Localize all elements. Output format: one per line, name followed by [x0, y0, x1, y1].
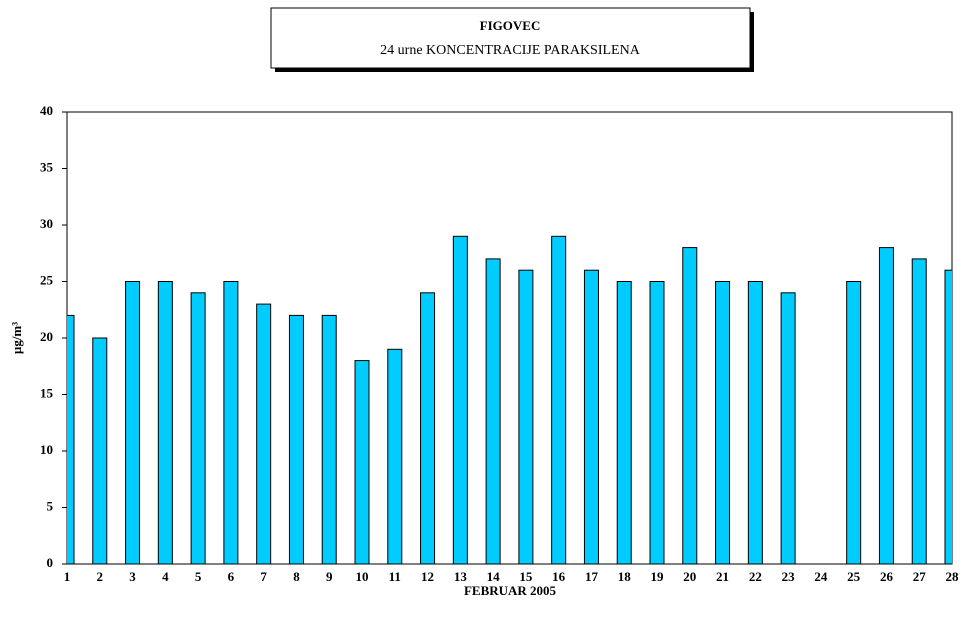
x-tick-label: 4	[162, 569, 169, 584]
bar	[944, 269, 952, 564]
bar	[878, 247, 894, 564]
bar	[551, 235, 567, 564]
x-tick-label: 13	[454, 569, 468, 584]
x-tick-label: 20	[683, 569, 696, 584]
x-tick-label: 26	[880, 569, 894, 584]
x-tick-label: 15	[519, 569, 533, 584]
bar	[67, 314, 75, 564]
y-tick-label: 20	[40, 329, 53, 344]
x-tick-label: 9	[326, 569, 333, 584]
bar	[715, 281, 731, 564]
bar	[223, 281, 239, 564]
y-tick-label: 40	[40, 103, 53, 118]
bar	[780, 292, 796, 564]
bar	[616, 281, 632, 564]
bar	[387, 348, 403, 564]
x-axis-label: FEBRUAR 2005	[464, 583, 557, 598]
x-tick-label: 22	[749, 569, 762, 584]
x-tick-label: 10	[356, 569, 369, 584]
x-tick-label: 28	[946, 569, 960, 584]
x-tick-label: 1	[64, 569, 71, 584]
x-tick-label: 8	[293, 569, 300, 584]
bars	[67, 235, 952, 564]
bar	[846, 281, 862, 564]
chart-subtitle: 24 urne KONCENTRACIJE PARAKSILENA	[380, 43, 641, 58]
x-tick-label: 17	[585, 569, 599, 584]
x-tick-label: 18	[618, 569, 632, 584]
title-box	[270, 7, 751, 69]
x-tick-label: 27	[913, 569, 927, 584]
bar	[92, 337, 108, 564]
x-tick-label: 3	[129, 569, 136, 584]
x-tick-label: 12	[421, 569, 434, 584]
bar	[190, 292, 206, 564]
x-tick-label: 2	[97, 569, 104, 584]
y-tick-label: 15	[40, 385, 54, 400]
chart-title: FIGOVEC	[480, 18, 541, 33]
bar	[649, 281, 665, 564]
y-tick-label: 25	[40, 272, 54, 287]
x-tick-label: 5	[195, 569, 202, 584]
bar	[157, 281, 173, 564]
x-tick-label: 14	[487, 569, 501, 584]
bar	[354, 360, 370, 564]
bar	[452, 235, 468, 564]
y-tick-label: 35	[40, 159, 54, 174]
bar	[518, 269, 534, 564]
x-tick-label: 24	[814, 569, 828, 584]
y-tick-label: 30	[40, 216, 53, 231]
y-tick-label: 10	[40, 442, 53, 457]
y-tick-label: 0	[47, 555, 54, 570]
x-tick-label: 19	[651, 569, 665, 584]
x-tick-label: 7	[260, 569, 267, 584]
bar	[911, 258, 927, 564]
bar	[256, 303, 272, 564]
y-axis-label: µg/m³	[9, 322, 24, 354]
bar	[747, 281, 763, 564]
bar	[125, 281, 141, 564]
bar	[682, 247, 698, 564]
bar	[420, 292, 436, 564]
x-tick-label: 6	[228, 569, 235, 584]
x-tick-label: 11	[389, 569, 401, 584]
x-tick-label: 23	[782, 569, 796, 584]
bar	[288, 314, 304, 564]
bar	[583, 269, 599, 564]
x-tick-label: 25	[847, 569, 861, 584]
bar	[485, 258, 501, 564]
x-tick-label: 21	[716, 569, 729, 584]
x-tick-label: 16	[552, 569, 566, 584]
bar	[321, 314, 337, 564]
y-tick-label: 5	[47, 498, 54, 513]
